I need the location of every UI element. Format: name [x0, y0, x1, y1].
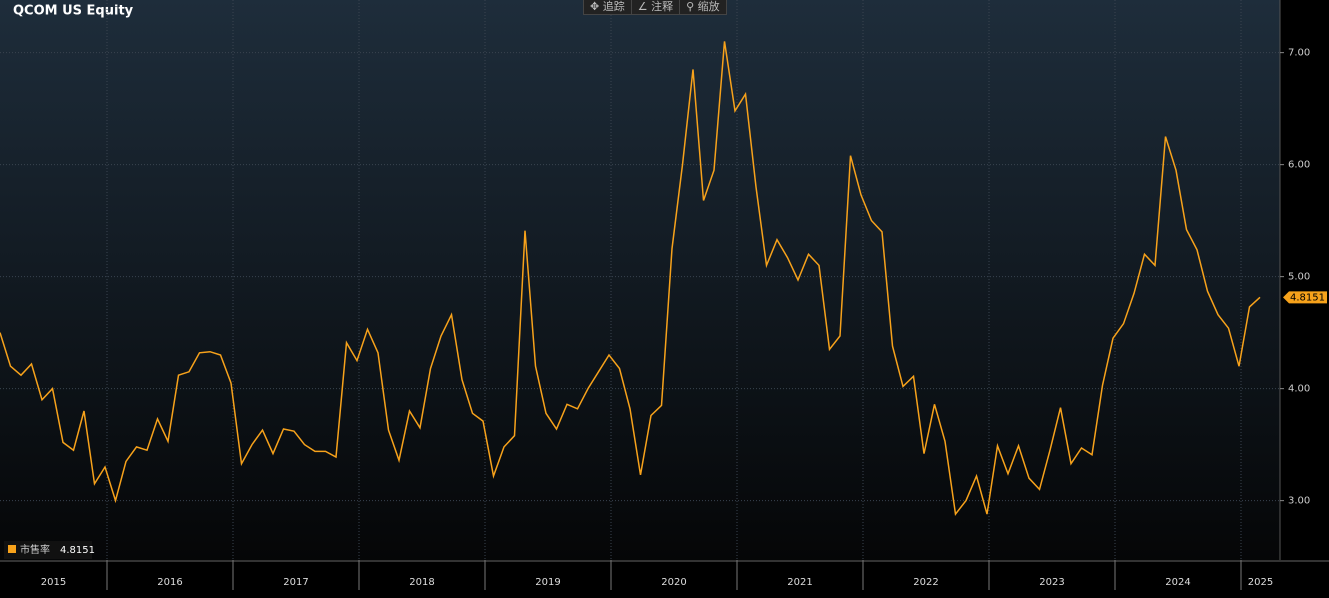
- legend-label: 市售率: [20, 543, 50, 556]
- x-tick-label: 2016: [157, 577, 182, 588]
- x-tick-label: 2021: [787, 577, 812, 588]
- x-tick-label: 2015: [41, 577, 66, 588]
- y-tick-label: 4.00: [1288, 384, 1310, 395]
- axis-background: [1280, 0, 1329, 560]
- price-line: [0, 41, 1261, 516]
- zoom-button[interactable]: ⚲ 缩放: [686, 0, 720, 13]
- plot: [0, 0, 1280, 560]
- annotate-button[interactable]: ∠ 注释: [632, 0, 681, 14]
- x-tick-label: 2025: [1248, 577, 1273, 588]
- track-button[interactable]: ✥ 追踪: [584, 0, 632, 14]
- y-tick-label: 3.00: [1288, 496, 1310, 507]
- legend-box: [4, 541, 92, 559]
- y-tick-label: 6.00: [1288, 160, 1310, 171]
- plot-background: [0, 0, 1280, 560]
- x-tick-label: 2020: [661, 577, 686, 588]
- x-tick-label: 2022: [913, 577, 938, 588]
- chart-title: QCOM US Equity: [13, 4, 134, 19]
- y-tick-label: 7.00: [1288, 48, 1310, 59]
- last-value-label: 4.8151: [1290, 292, 1325, 303]
- x-tick-label: 2017: [283, 577, 308, 588]
- y-tick-label: 5.00: [1288, 272, 1310, 283]
- legend-swatch: [8, 545, 16, 553]
- x-tick-label: 2018: [409, 577, 434, 588]
- toolbar: ✥ 追踪 ∠ 注释 ⚲ 缩放: [583, 0, 727, 15]
- legend-value: 4.8151: [60, 545, 95, 556]
- x-tick-label: 2019: [535, 577, 560, 588]
- last-value-marker: [1283, 291, 1327, 304]
- x-tick-label: 2023: [1039, 577, 1064, 588]
- x-tick-label: 2024: [1165, 577, 1190, 588]
